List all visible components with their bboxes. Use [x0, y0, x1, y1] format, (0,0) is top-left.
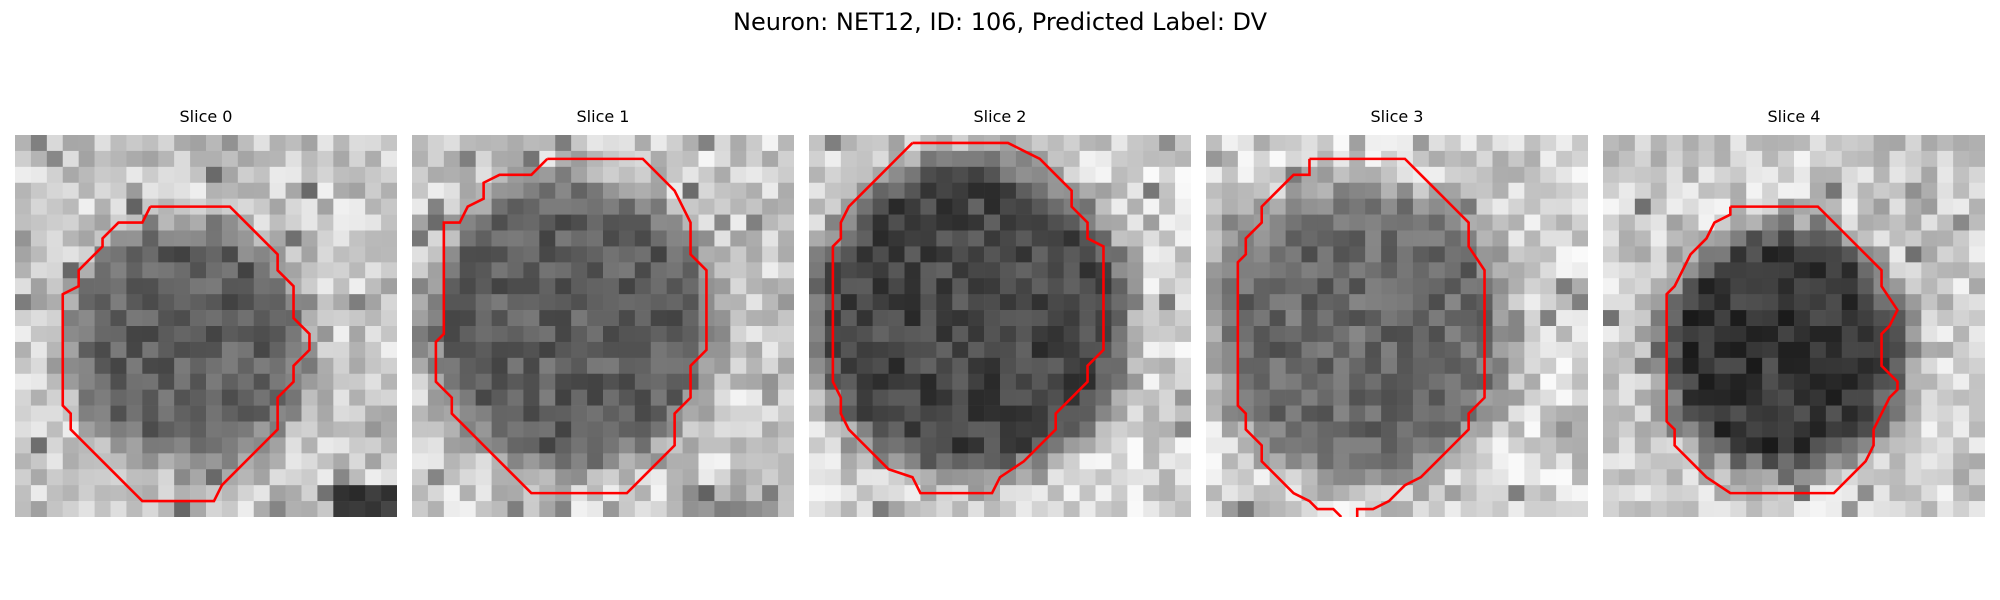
figure-title: Neuron: NET12, ID: 106, Predicted Label:…	[732, 8, 1268, 36]
slice-image	[809, 135, 1191, 517]
slice-panel-4: Slice 4	[1603, 107, 1985, 517]
slice-image	[15, 135, 397, 517]
slice-panel-2: Slice 2	[809, 107, 1191, 517]
slice-title: Slice 2	[973, 107, 1027, 126]
slice-title: Slice 4	[1767, 107, 1821, 126]
slice-image	[412, 135, 794, 517]
slice-panel-0: Slice 0	[15, 107, 397, 517]
pixel-grid	[15, 135, 397, 517]
pixel-grid	[412, 135, 794, 517]
slice-panel-1: Slice 1	[412, 107, 794, 517]
pixel-grid	[809, 135, 1191, 517]
slice-title: Slice 3	[1370, 107, 1424, 126]
slice-title: Slice 0	[179, 107, 233, 126]
slice-image	[1603, 135, 1985, 517]
slice-panel-3: Slice 3	[1206, 107, 1588, 517]
segmentation-outline	[1309, 159, 1484, 517]
slice-image	[1206, 135, 1588, 517]
segmentation-outline	[833, 143, 1104, 493]
segmentation-outline	[1667, 207, 1898, 494]
pixel-grid	[1603, 135, 1985, 517]
segmentation-outline-part-2	[1238, 159, 1341, 517]
segmentation-outline	[436, 159, 707, 493]
segmentation-outline	[63, 207, 310, 501]
slice-title: Slice 1	[576, 107, 630, 126]
pixel-grid	[1206, 135, 1588, 517]
